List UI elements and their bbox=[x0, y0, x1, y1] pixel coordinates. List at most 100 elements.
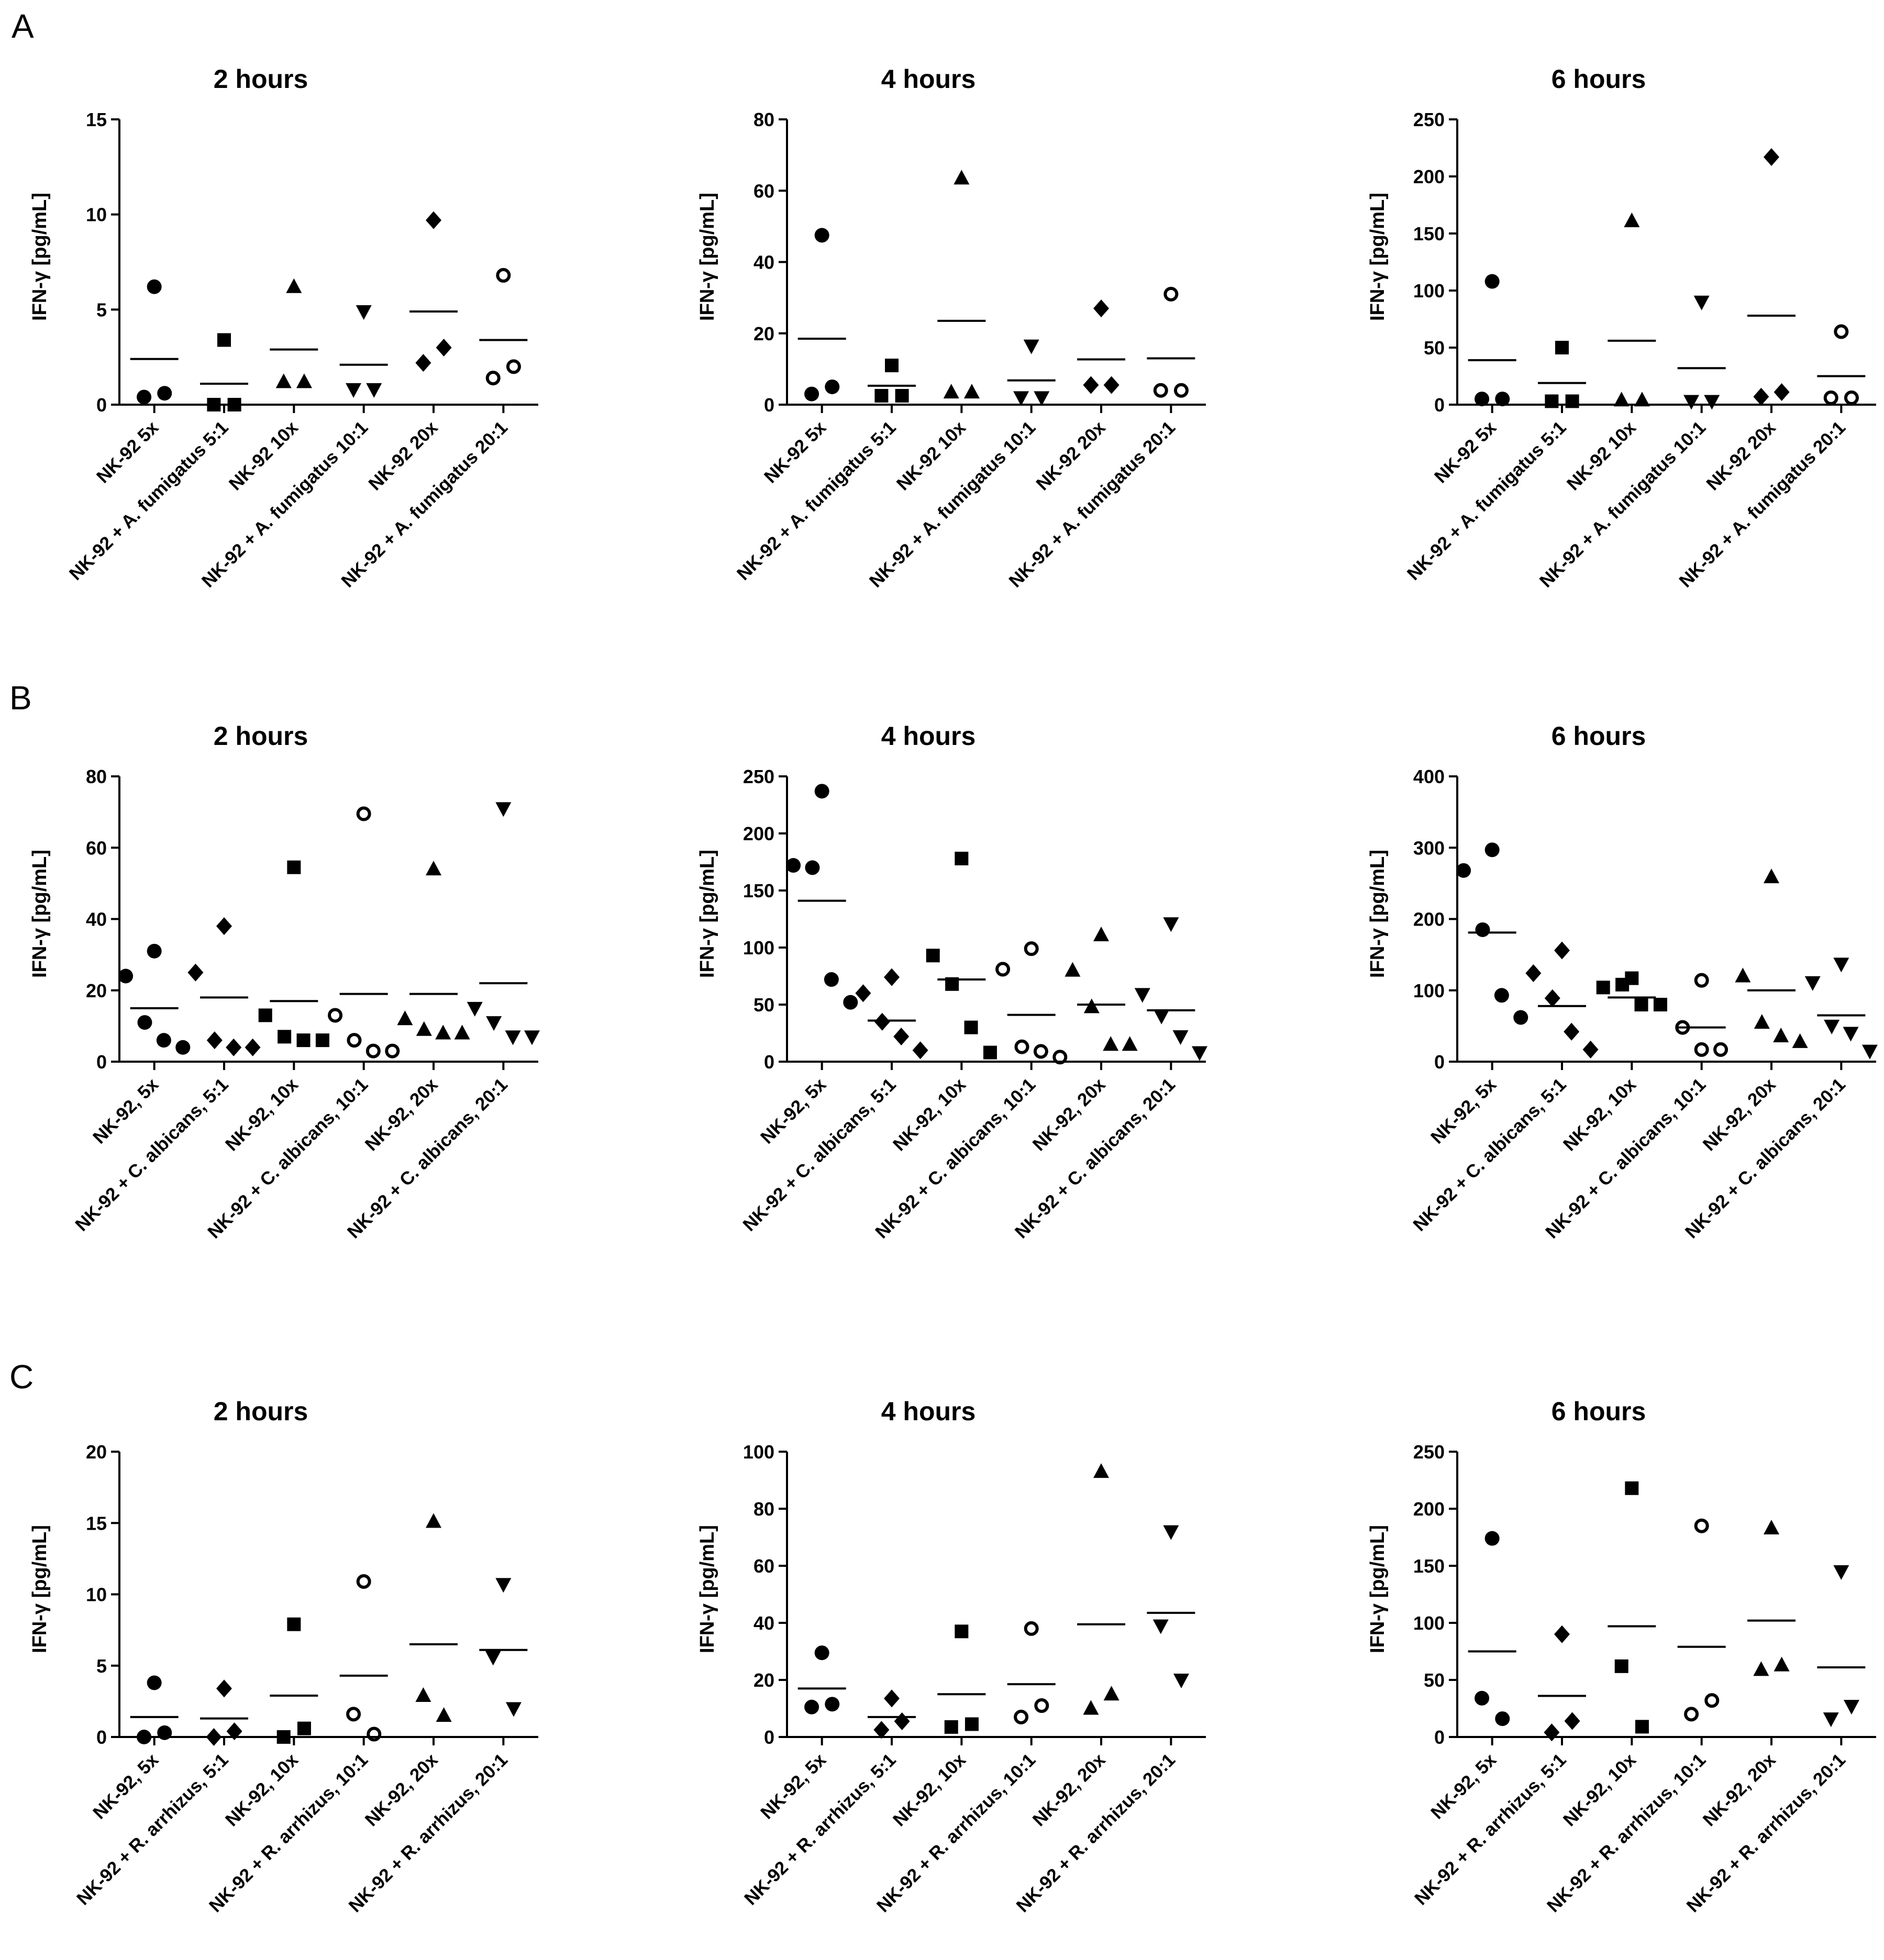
chart-title: 2 hours bbox=[214, 64, 308, 94]
data-point bbox=[1554, 1625, 1570, 1643]
data-point bbox=[1824, 1019, 1840, 1034]
y-tick-label: 60 bbox=[753, 1555, 774, 1577]
chart-title: 6 hours bbox=[1551, 1397, 1646, 1426]
y-tick-label: 400 bbox=[1413, 766, 1445, 787]
y-tick-label: 0 bbox=[96, 1727, 107, 1748]
data-point bbox=[1694, 973, 1709, 988]
data-point bbox=[1704, 1693, 1720, 1708]
y-axis-label: IFN-γ [pg/mL] bbox=[1367, 1525, 1389, 1653]
data-point bbox=[1484, 274, 1500, 289]
data-point bbox=[276, 1730, 291, 1744]
data-point bbox=[1625, 1481, 1639, 1495]
data-point bbox=[804, 386, 819, 402]
data-point bbox=[1034, 391, 1050, 406]
x-tick-label: NK-92 10x bbox=[1563, 417, 1641, 495]
data-point bbox=[893, 1028, 910, 1046]
data-point bbox=[786, 858, 801, 873]
data-point bbox=[1774, 383, 1790, 402]
y-axis-label: IFN-γ [pg/mL] bbox=[1367, 193, 1389, 321]
y-axis-label: IFN-γ [pg/mL] bbox=[696, 193, 718, 321]
data-point bbox=[1163, 917, 1179, 932]
data-point bbox=[1694, 1042, 1709, 1057]
data-point bbox=[1093, 1463, 1109, 1478]
data-point bbox=[1013, 391, 1029, 406]
data-point bbox=[287, 860, 301, 874]
y-tick-label: 20 bbox=[753, 1669, 774, 1691]
y-axis-label: IFN-γ [pg/mL] bbox=[29, 1525, 51, 1653]
data-point bbox=[1052, 1050, 1068, 1065]
x-tick-label: NK-92, 5x bbox=[89, 1074, 163, 1148]
data-point bbox=[955, 851, 969, 865]
x-tick-label: NK-92, 5x bbox=[757, 1074, 830, 1148]
data-point bbox=[1596, 981, 1610, 995]
data-point bbox=[485, 371, 501, 386]
data-point bbox=[1173, 1674, 1189, 1688]
data-point bbox=[356, 806, 371, 821]
data-point bbox=[1773, 1027, 1789, 1042]
data-point bbox=[894, 1712, 910, 1731]
data-point bbox=[1154, 1009, 1170, 1024]
x-tick-label: NK-92 5x bbox=[1431, 417, 1501, 487]
data-point bbox=[983, 1045, 997, 1060]
data-point bbox=[147, 1675, 162, 1690]
data-point bbox=[1582, 1040, 1599, 1059]
data-point bbox=[505, 1702, 522, 1717]
y-tick-label: 50 bbox=[1424, 337, 1445, 359]
y-tick-label: 50 bbox=[1424, 1669, 1445, 1691]
data-point bbox=[1152, 1619, 1169, 1634]
data-point bbox=[217, 333, 231, 347]
chart-title: 6 hours bbox=[1551, 64, 1646, 94]
data-point bbox=[1653, 998, 1667, 1011]
data-point bbox=[885, 359, 899, 373]
y-tick-label: 300 bbox=[1413, 837, 1445, 859]
data-point bbox=[137, 1015, 152, 1030]
data-point bbox=[1565, 394, 1579, 408]
data-point bbox=[147, 943, 162, 959]
data-point bbox=[825, 1697, 840, 1712]
data-point bbox=[1823, 1712, 1839, 1728]
data-point bbox=[926, 949, 940, 963]
data-point bbox=[825, 379, 840, 394]
y-tick-label: 100 bbox=[1413, 980, 1445, 1001]
data-point bbox=[1844, 390, 1859, 405]
data-point bbox=[895, 388, 909, 403]
chart-title: 4 hours bbox=[881, 721, 976, 751]
data-point bbox=[1554, 941, 1570, 960]
data-point bbox=[1103, 1686, 1120, 1701]
data-point bbox=[346, 383, 362, 398]
data-point bbox=[426, 1513, 441, 1528]
data-point bbox=[206, 1728, 222, 1746]
data-point bbox=[1103, 1036, 1119, 1051]
data-point bbox=[426, 861, 441, 876]
data-point bbox=[1456, 863, 1471, 878]
y-tick-label: 60 bbox=[86, 837, 107, 859]
y-tick-label: 250 bbox=[1413, 1441, 1445, 1463]
data-point bbox=[486, 1016, 502, 1031]
y-axis-label: IFN-γ [pg/mL] bbox=[696, 1525, 718, 1653]
data-point bbox=[874, 388, 889, 403]
data-point bbox=[1634, 392, 1650, 407]
data-point bbox=[467, 1001, 483, 1017]
data-point bbox=[1564, 1022, 1580, 1041]
data-point bbox=[1024, 1621, 1039, 1636]
chart-9: 6 hours IFN-γ [pg/mL] 0 50 100 150 200 250 NK-92… bbox=[1367, 1397, 1876, 1917]
data-point bbox=[884, 968, 900, 986]
data-point bbox=[435, 1024, 451, 1040]
y-tick-label: 80 bbox=[753, 1498, 774, 1520]
data-point bbox=[1172, 1030, 1189, 1045]
data-point bbox=[1684, 1707, 1699, 1722]
data-point bbox=[346, 1707, 361, 1722]
y-tick-label: 0 bbox=[96, 394, 107, 416]
data-point bbox=[1843, 1700, 1859, 1715]
data-point bbox=[955, 1624, 969, 1639]
y-tick-label: 15 bbox=[86, 109, 107, 130]
data-point bbox=[496, 268, 511, 283]
data-point bbox=[495, 802, 512, 817]
data-point bbox=[258, 1008, 272, 1022]
y-tick-label: 20 bbox=[86, 980, 107, 1001]
data-point bbox=[1634, 998, 1648, 1011]
x-tick-label: NK-92 10x bbox=[225, 417, 303, 495]
y-tick-label: 100 bbox=[743, 937, 774, 959]
data-point bbox=[1122, 1036, 1138, 1051]
